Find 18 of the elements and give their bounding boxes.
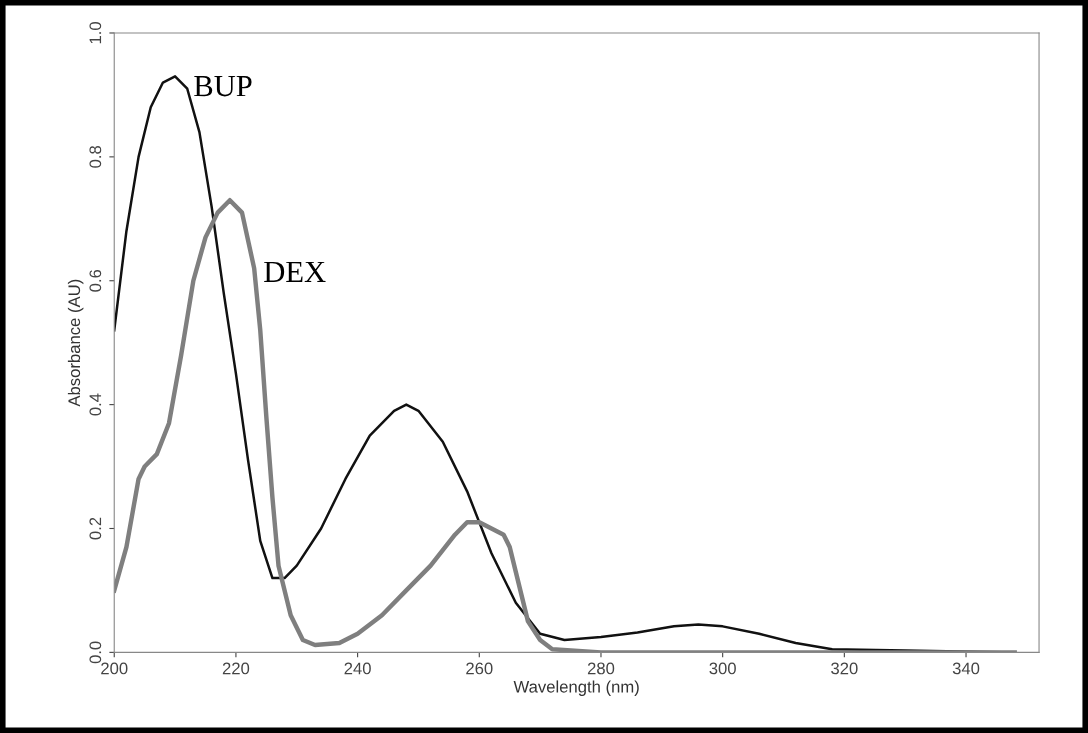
y-axis-title: Absorbance (AU)	[67, 279, 84, 407]
x-tick-label: 260	[466, 662, 493, 675]
y-tick-label: 0.0	[89, 641, 102, 664]
series-label: BUP	[194, 76, 252, 97]
x-tick-label: 240	[344, 662, 371, 675]
x-tick-label: 300	[709, 662, 736, 675]
x-tick-label: 280	[587, 662, 615, 675]
y-tick-label: 0.6	[89, 269, 102, 292]
x-axis-title: Wavelength (nm)	[513, 680, 639, 696]
y-tick-label: 0.4	[89, 393, 102, 416]
y-tick-label: 0.2	[89, 517, 102, 540]
x-tick-label: 340	[952, 662, 980, 675]
y-tick-label: 1.0	[89, 22, 102, 44]
x-tick-label: 200	[101, 662, 128, 675]
series-label: DEX	[264, 261, 326, 282]
x-tick-label: 320	[831, 662, 858, 675]
x-tick-label: 220	[222, 662, 250, 675]
y-tick-label: 0.8	[89, 146, 102, 168]
